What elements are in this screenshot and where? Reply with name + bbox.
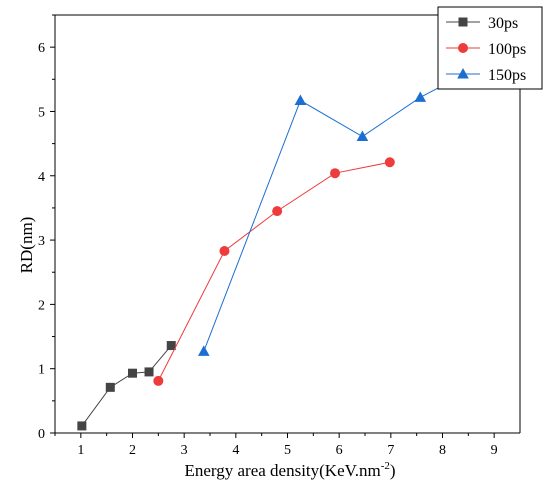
y-tick-label-4: 4 xyxy=(38,170,45,185)
data-point-150ps-3 xyxy=(414,91,427,102)
y-tick-label-0: 0 xyxy=(38,427,45,442)
y-tick-label-5: 5 xyxy=(38,105,45,120)
x-axis-title: Energy area density(KeV.nm-2) xyxy=(184,460,395,480)
series-150ps xyxy=(198,51,503,356)
data-point-150ps-1 xyxy=(294,94,307,106)
legend-marker-30ps xyxy=(458,17,468,27)
data-point-100ps-4 xyxy=(384,157,395,168)
series-100ps xyxy=(153,157,395,386)
x-tick-label-4: 4 xyxy=(232,443,239,458)
x-tick-label-5: 5 xyxy=(284,443,291,458)
x-tick-label-3: 3 xyxy=(181,443,188,458)
data-point-30ps-1 xyxy=(105,382,115,392)
series-30ps xyxy=(77,341,176,431)
data-point-150ps-0 xyxy=(198,345,210,356)
data-point-100ps-3 xyxy=(330,168,341,179)
x-axis-title-end: ) xyxy=(390,461,396,480)
x-tick-label-7: 7 xyxy=(387,443,394,458)
legend-label-150ps: 150ps xyxy=(488,67,526,84)
data-point-30ps-0 xyxy=(77,421,87,431)
series-line-150ps xyxy=(203,56,497,352)
y-tick-label-6: 6 xyxy=(38,41,45,56)
x-tick-label-8: 8 xyxy=(439,443,446,458)
x-axis-title-superscript: -2 xyxy=(381,460,390,472)
data-point-30ps-3 xyxy=(144,367,154,377)
series-line-100ps xyxy=(157,161,390,382)
x-axis-title-main: Energy area density(KeV.nm xyxy=(184,461,380,480)
legend-marker-150ps xyxy=(457,68,469,79)
x-tick-label-9: 9 xyxy=(491,443,498,458)
legend-label-30ps: 30ps xyxy=(488,15,518,32)
data-point-30ps-4 xyxy=(166,341,176,351)
data-point-100ps-2 xyxy=(272,206,283,217)
x-tick-label-1: 1 xyxy=(77,443,84,458)
x-tick-label-6: 6 xyxy=(336,443,343,458)
data-point-150ps-2 xyxy=(356,130,369,142)
y-tick-label-2: 2 xyxy=(38,298,45,313)
data-point-100ps-1 xyxy=(219,246,230,257)
y-axis-title: RD(nm) xyxy=(17,217,36,274)
legend-marker-100ps xyxy=(458,43,468,53)
x-tick-label-2: 2 xyxy=(129,443,136,458)
data-point-100ps-0 xyxy=(153,375,164,386)
y-tick-label-1: 1 xyxy=(38,363,45,378)
legend-label-100ps: 100ps xyxy=(488,41,526,58)
y-tick-label-3: 3 xyxy=(38,234,45,249)
data-point-30ps-2 xyxy=(128,368,137,378)
